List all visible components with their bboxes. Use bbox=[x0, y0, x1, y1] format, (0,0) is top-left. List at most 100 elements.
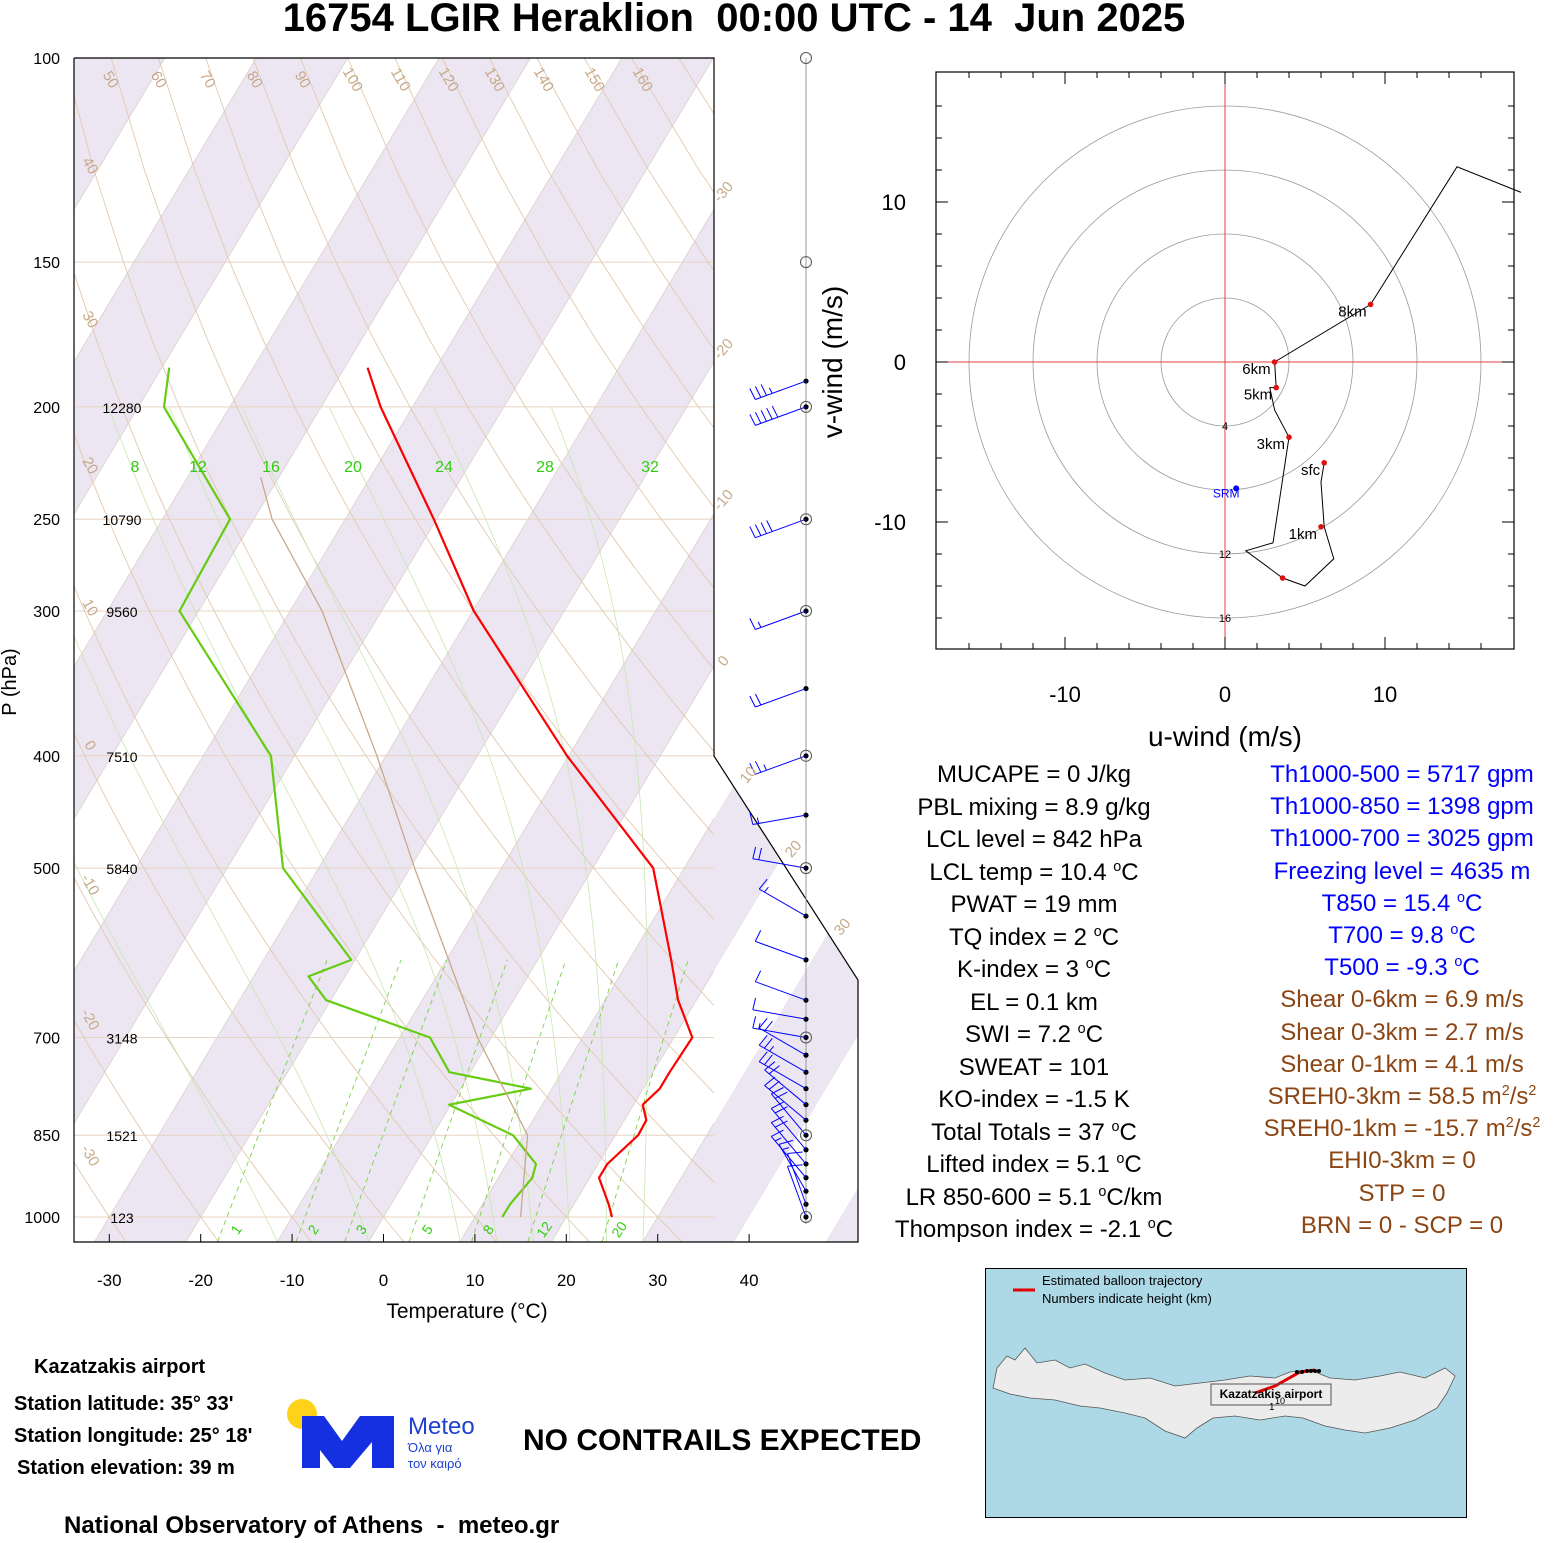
extension-bands bbox=[714, 756, 858, 1242]
logo-tagline-2: τον καιρό bbox=[408, 1456, 462, 1471]
ring-label: 4 bbox=[1222, 421, 1228, 433]
stability-index: EHI0-3km = 0 bbox=[1328, 1147, 1476, 1175]
hodograph-chart: -10 0 10 10 0 -10 4 12 16 sfc 1km 3km 5km 6km 8km SRM u… bbox=[820, 71, 1522, 752]
barb-feather bbox=[754, 970, 762, 982]
barb-staff bbox=[770, 1108, 807, 1151]
barb-feather bbox=[758, 1017, 768, 1029]
barb-staff bbox=[770, 1093, 807, 1136]
dry-adiabat-label: 70 bbox=[196, 68, 219, 91]
map-airport-label: Kazatzakis airport bbox=[1220, 1387, 1323, 1401]
wind-barb bbox=[787, 1164, 809, 1220]
hodograph-trace bbox=[1233, 166, 1522, 587]
stability-index: LCL level = 842 hPa bbox=[926, 826, 1142, 853]
stability-index: TQ index = 2 oC bbox=[948, 923, 1120, 951]
barb-half-feather bbox=[774, 1137, 782, 1142]
barb-staff bbox=[755, 406, 807, 426]
hodograph-rings bbox=[935, 71, 1515, 650]
barb-feather bbox=[760, 384, 767, 396]
sounding-profiles bbox=[73, 57, 859, 1243]
moist-adiabat bbox=[108, 406, 461, 1242]
barb-staff bbox=[787, 1166, 807, 1218]
barb-staff bbox=[758, 1061, 807, 1090]
isotherm-line bbox=[368, 665, 714, 1242]
barb-feather bbox=[787, 1151, 803, 1154]
isotherm-label: -30 bbox=[77, 1142, 103, 1169]
stability-index: Shear 0-6km = 6.9 m/s bbox=[1280, 986, 1524, 1014]
stability-index: MUCAPE = 0 J/kg bbox=[936, 761, 1132, 788]
dry-adiabat bbox=[394, 58, 714, 589]
barb-staff bbox=[778, 1144, 807, 1192]
barb-feather bbox=[754, 524, 762, 536]
dry-adiabat bbox=[74, 585, 497, 1242]
dry-adiabat-label: 90 bbox=[291, 68, 314, 91]
height-marker-label: 5km bbox=[1244, 387, 1272, 404]
stability-index: Thompson index = -2.1 oC bbox=[894, 1216, 1174, 1243]
isotherm-line bbox=[550, 970, 714, 1242]
barb-feather bbox=[774, 1106, 788, 1114]
wind-barb bbox=[749, 685, 809, 708]
wind-barb bbox=[758, 1017, 809, 1058]
wind-barb bbox=[749, 812, 809, 825]
wind-barb bbox=[764, 1076, 809, 1123]
barb-staff bbox=[758, 1044, 807, 1073]
wind-barb bbox=[787, 1151, 809, 1207]
contrail-forecast: NO CONTRAILS EXPECTED bbox=[523, 1424, 922, 1457]
station-latitude: Station latitude: 35° 33' bbox=[14, 1393, 234, 1415]
pressure-tick-label: 400 bbox=[33, 749, 60, 766]
isotherm-label: 30 bbox=[78, 308, 101, 331]
dry-adiabat bbox=[157, 58, 714, 1007]
stability-index: EL = 0.1 km bbox=[970, 988, 1098, 1016]
barb-feather bbox=[774, 1120, 788, 1128]
mixing-ratio-line bbox=[408, 959, 508, 1242]
height-marker-label: 8km bbox=[1338, 303, 1366, 320]
stability-index: T700 = 9.8 oC bbox=[1328, 922, 1476, 949]
barb-feather bbox=[764, 1037, 773, 1049]
trajectory-points bbox=[1295, 1369, 1321, 1374]
barb-half-feather bbox=[763, 764, 767, 771]
barb-half-feather bbox=[764, 886, 769, 893]
wind-barb bbox=[749, 753, 809, 775]
wind-barb bbox=[758, 878, 809, 919]
height-marker bbox=[1273, 384, 1279, 391]
barb-feather bbox=[764, 1020, 773, 1032]
isotherm-line bbox=[74, 58, 440, 668]
wind-barb bbox=[778, 1139, 809, 1194]
stability-index: BRN = 0 - SCP = 0 bbox=[1300, 1211, 1504, 1239]
barb-staff bbox=[755, 755, 807, 775]
dry-adiabat bbox=[110, 58, 714, 1094]
wind-barb bbox=[770, 1115, 809, 1167]
map-height-1: 1 bbox=[1269, 1402, 1275, 1413]
dry-adiabat-label: 50 bbox=[99, 68, 122, 91]
barb-feather bbox=[771, 1101, 784, 1109]
barb-feather bbox=[749, 388, 756, 400]
moist-adiabat bbox=[74, 861, 278, 1242]
map-height-10: 10 bbox=[1275, 1396, 1285, 1406]
footer-credit: National Observatory of Athens - meteo.g… bbox=[64, 1512, 560, 1539]
mixing-ratio-label: 5 bbox=[418, 1221, 436, 1237]
m-logo-icon bbox=[302, 1416, 394, 1468]
geopotential-height-label: 9560 bbox=[106, 604, 137, 620]
moist-adiabat bbox=[328, 406, 571, 1242]
dry-adiabat-label: 140 bbox=[530, 65, 557, 95]
dewpoint-scale-label: 12 bbox=[189, 459, 207, 476]
barb-staff bbox=[770, 1122, 807, 1165]
barb-feather bbox=[749, 526, 756, 538]
geopotential-height-label: 1521 bbox=[106, 1128, 137, 1144]
x-tick-label: -20 bbox=[188, 1271, 213, 1290]
wind-barb bbox=[749, 516, 809, 539]
level-marker bbox=[800, 513, 812, 526]
height-marker bbox=[1318, 524, 1324, 530]
height-marker-label: 3km bbox=[1257, 436, 1285, 453]
geopotential-height-label: 3148 bbox=[106, 1030, 137, 1046]
logo-tagline-1: Όλα για bbox=[407, 1440, 453, 1455]
x-tick-label: 20 bbox=[557, 1271, 576, 1290]
stability-index: LR 850-600 = 5.1 oC/km bbox=[905, 1183, 1163, 1211]
stability-index: SREH0-3km = 58.5 m2/s2 bbox=[1267, 1083, 1537, 1110]
dewpoint-line bbox=[162, 367, 538, 1218]
mixing-ratio-line bbox=[527, 959, 620, 1242]
level-marker bbox=[800, 1211, 812, 1223]
temperature-line bbox=[366, 367, 694, 1218]
diagram-frame bbox=[73, 57, 859, 1243]
dry-adiabat bbox=[74, 876, 312, 1242]
